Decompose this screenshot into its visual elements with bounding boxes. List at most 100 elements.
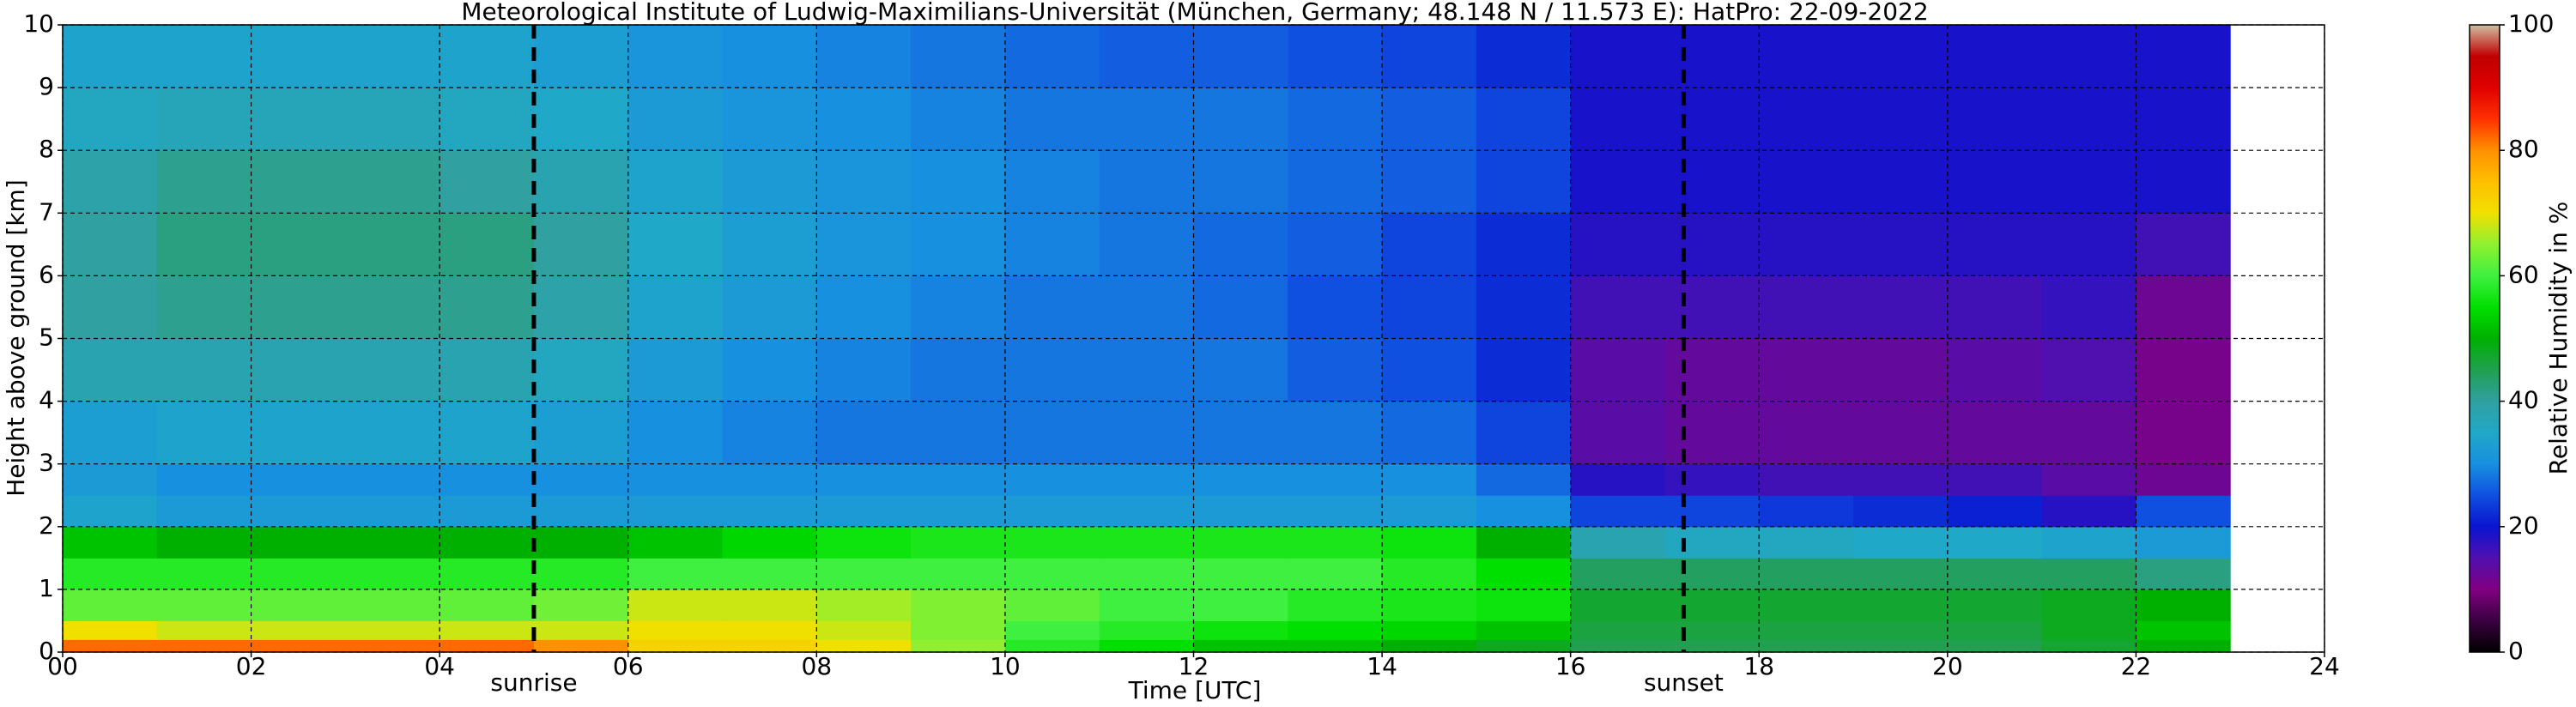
- heatmap-cell: [251, 275, 346, 339]
- heatmap-cell: [439, 275, 535, 339]
- heatmap-cell: [1570, 589, 1665, 621]
- heatmap-cell: [63, 558, 158, 590]
- heatmap-cell: [251, 338, 346, 402]
- heatmap-cell: [1853, 558, 1949, 590]
- heatmap-cell: [1476, 620, 1572, 640]
- heatmap-cell: [1853, 589, 1949, 621]
- heatmap-cell: [156, 463, 252, 496]
- heatmap-cell: [627, 558, 724, 590]
- heatmap-cell: [1476, 526, 1572, 559]
- heatmap-cell: [2136, 495, 2231, 528]
- heatmap-cell: [1570, 639, 1665, 653]
- heatmap-cell: [439, 338, 535, 402]
- heatmap-cell: [533, 558, 629, 590]
- heatmap-cell: [63, 526, 158, 559]
- heatmap-cell: [1099, 401, 1194, 465]
- heatmap-cell: [2136, 213, 2231, 276]
- heatmap-cell: [63, 150, 158, 214]
- heatmap-cell: [1099, 463, 1194, 496]
- heatmap-cell: [1570, 150, 1665, 214]
- heatmap-cell: [627, 213, 724, 276]
- heatmap-cell: [63, 639, 158, 653]
- heatmap-cell: [1570, 25, 1665, 88]
- colorbar-tick-label: 40: [2508, 386, 2539, 414]
- heatmap-cell: [2041, 275, 2137, 339]
- heatmap-cell: [1382, 275, 1477, 339]
- heatmap-cell: [2136, 463, 2231, 496]
- heatmap-cell: [1193, 150, 1288, 214]
- heatmap-cell: [1193, 558, 1288, 590]
- event-label: sunrise: [490, 668, 577, 697]
- heatmap-cell: [1853, 150, 1949, 214]
- heatmap-cell: [345, 150, 440, 214]
- heatmap-cell: [1288, 150, 1383, 214]
- heatmap-cell: [533, 526, 629, 559]
- heatmap-cell: [1759, 213, 1854, 276]
- colorbar-tick-label: 0: [2508, 637, 2524, 665]
- heatmap-cell: [911, 338, 1006, 402]
- heatmap-cell: [2136, 639, 2231, 653]
- heatmap-cell: [2136, 526, 2231, 559]
- heatmap-cell: [1099, 495, 1194, 528]
- heatmap-cell: [2041, 88, 2137, 151]
- y-tick-label: 5: [39, 323, 54, 352]
- heatmap-cell: [1288, 639, 1383, 653]
- heatmap-cell: [911, 495, 1006, 528]
- heatmap-cell: [911, 463, 1006, 496]
- heatmap-cell: [1759, 558, 1854, 590]
- heatmap-cell: [1288, 213, 1383, 276]
- heatmap-cell: [722, 150, 817, 214]
- heatmap-cell: [1664, 25, 1760, 88]
- heatmap-cell: [63, 589, 158, 621]
- heatmap-cell: [1853, 401, 1949, 465]
- heatmap-cell: [1193, 401, 1288, 465]
- heatmap-cell: [345, 495, 440, 528]
- heatmap-cell: [1570, 558, 1665, 590]
- heatmap-cell: [439, 589, 535, 621]
- heatmap-cell: [1382, 463, 1477, 496]
- heatmap-cell: [63, 401, 158, 465]
- heatmap-cell: [533, 639, 629, 653]
- heatmap-cell: [1570, 275, 1665, 339]
- heatmap-cell: [2136, 338, 2231, 402]
- heatmap-cell: [1664, 88, 1760, 151]
- heatmap-cell: [1099, 526, 1194, 559]
- heatmap-cell: [722, 639, 817, 653]
- colorbar-label: Relative Humidity in %: [2544, 202, 2573, 475]
- heatmap-cell: [156, 639, 252, 653]
- heatmap-cell: [1759, 25, 1854, 88]
- heatmap-cell: [345, 526, 440, 559]
- heatmap-cell: [533, 25, 629, 88]
- heatmap-cell: [627, 463, 724, 496]
- heatmap-cell: [1004, 275, 1100, 339]
- heatmap-cell: [1382, 639, 1477, 653]
- heatmap-cell: [722, 213, 817, 276]
- heatmap-cell: [1664, 463, 1760, 496]
- heatmap-cell: [1382, 495, 1477, 528]
- heatmap-cell: [1570, 620, 1665, 640]
- y-tick-label: 0: [39, 637, 54, 665]
- heatmap-cell: [2136, 88, 2231, 151]
- heatmap-cell: [345, 213, 440, 276]
- y-tick-label: 8: [39, 135, 54, 163]
- heatmap-cell: [1099, 275, 1194, 339]
- heatmap-cell: [2041, 526, 2137, 559]
- heatmap-cell: [1759, 88, 1854, 151]
- heatmap-cell: [1853, 88, 1949, 151]
- heatmap-cell: [1004, 558, 1100, 590]
- heatmap-cell: [2041, 558, 2137, 590]
- heatmap-cell: [439, 620, 535, 640]
- heatmap-cell: [2041, 463, 2137, 496]
- heatmap-cell: [1288, 338, 1383, 402]
- heatmap-cell: [1570, 495, 1665, 528]
- heatmap-cell: [1099, 150, 1194, 214]
- heatmap-cell: [63, 25, 158, 88]
- heatmap-cell: [1004, 213, 1100, 276]
- heatmap-cell: [911, 401, 1006, 465]
- heatmap-cell: [816, 495, 912, 528]
- heatmap-cell: [1947, 463, 2043, 496]
- heatmap-cell: [1382, 558, 1477, 590]
- heatmap-cell: [533, 213, 629, 276]
- heatmap-cell: [722, 88, 817, 151]
- heatmap-cell: [251, 213, 346, 276]
